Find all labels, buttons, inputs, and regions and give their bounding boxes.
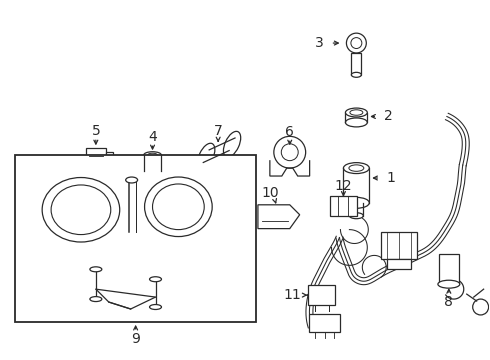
Ellipse shape bbox=[149, 305, 162, 310]
Ellipse shape bbox=[351, 72, 361, 77]
Polygon shape bbox=[258, 205, 300, 229]
Text: 8: 8 bbox=[444, 295, 453, 309]
Text: 2: 2 bbox=[384, 109, 392, 123]
Circle shape bbox=[274, 136, 306, 168]
Ellipse shape bbox=[152, 184, 204, 230]
Ellipse shape bbox=[223, 131, 241, 157]
Ellipse shape bbox=[51, 185, 111, 235]
Text: 4: 4 bbox=[148, 130, 157, 144]
Text: 7: 7 bbox=[214, 124, 222, 138]
Text: 1: 1 bbox=[387, 171, 395, 185]
Bar bbox=[351, 53, 361, 75]
Ellipse shape bbox=[343, 163, 369, 174]
Circle shape bbox=[473, 299, 489, 315]
Ellipse shape bbox=[42, 177, 120, 242]
Bar bbox=[15, 155, 256, 322]
Circle shape bbox=[281, 144, 298, 161]
Ellipse shape bbox=[145, 177, 212, 237]
Circle shape bbox=[351, 37, 362, 49]
Ellipse shape bbox=[343, 197, 369, 208]
Bar bbox=[309, 314, 341, 332]
Ellipse shape bbox=[144, 168, 162, 175]
Ellipse shape bbox=[438, 280, 460, 288]
Ellipse shape bbox=[349, 213, 363, 219]
Ellipse shape bbox=[125, 177, 138, 183]
Circle shape bbox=[346, 33, 367, 53]
Bar bbox=[439, 255, 459, 284]
Ellipse shape bbox=[149, 277, 162, 282]
Text: 12: 12 bbox=[335, 179, 352, 193]
Text: 9: 9 bbox=[131, 332, 140, 346]
Bar bbox=[86, 148, 106, 164]
Ellipse shape bbox=[147, 153, 157, 157]
Ellipse shape bbox=[345, 118, 368, 127]
Bar bbox=[329, 196, 357, 216]
Text: 5: 5 bbox=[92, 124, 100, 138]
Bar bbox=[387, 260, 411, 269]
Text: 10: 10 bbox=[261, 186, 279, 200]
Bar bbox=[308, 285, 336, 305]
Text: 11: 11 bbox=[284, 288, 302, 302]
Ellipse shape bbox=[349, 165, 364, 171]
Text: 6: 6 bbox=[285, 125, 294, 139]
Ellipse shape bbox=[90, 267, 102, 272]
Text: 3: 3 bbox=[315, 36, 324, 50]
Ellipse shape bbox=[345, 108, 368, 117]
Ellipse shape bbox=[144, 152, 162, 159]
Bar bbox=[381, 231, 417, 260]
Ellipse shape bbox=[350, 110, 363, 115]
Bar bbox=[106, 152, 113, 160]
Ellipse shape bbox=[197, 143, 215, 169]
Ellipse shape bbox=[90, 297, 102, 302]
